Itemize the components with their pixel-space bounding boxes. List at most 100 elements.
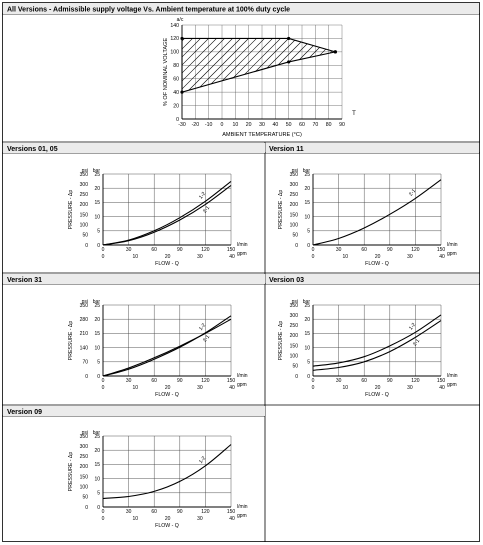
chart-3-x-tick-lmin-0: 0 (102, 378, 105, 384)
chart-0-y-tick-0: 0 (176, 117, 179, 123)
chart-5-x-tick-gpm-4: 40 (229, 516, 235, 522)
chart-0-x-tick-12: 90 (339, 122, 345, 128)
chart-5-x-tick-gpm-0: 0 (102, 516, 105, 522)
chart-0-hatch-line (424, 25, 481, 119)
chart-version-03: 1-22-10510152025050100150200250300350bar… (278, 299, 458, 398)
chart-0-x-tick-3: 0 (221, 122, 224, 128)
chart-4-x-unit-lmin: l/min (447, 373, 458, 379)
chart-2-x-tick-lmin-4: 120 (411, 247, 420, 253)
chart-0-hatch-line (231, 38, 327, 93)
chart-0-hatch-line (182, 38, 207, 93)
chart-0-hatch-line (360, 25, 454, 119)
chart-2-y-unit-bar: bar (303, 168, 311, 174)
chart-5-y-tick-psi-3: 150 (80, 474, 89, 480)
chart-5-y-tick-bar-3: 15 (94, 462, 100, 468)
chart-1-y-tick-psi-0: 0 (85, 243, 88, 249)
chart-3-y-tick-psi-4: 280 (80, 317, 89, 323)
chart-0-x-tick-0: -30 (178, 122, 186, 128)
chart-5-series-0-label: 1-2 (198, 455, 207, 465)
chart-3-x-label: FLOW - Q (155, 392, 179, 398)
chart-2-x-tick-gpm-3: 30 (407, 254, 413, 260)
chart-2-y-tick-bar-4: 20 (304, 186, 310, 192)
chart-4-y-tick-bar-5: 25 (304, 303, 310, 309)
chart-0-hatch-line (400, 25, 481, 119)
chart-voltage-vs-temperature: -30 -20 -10 0 10 20 30 40 50 60 70 80 90 0 20 40 60 80 100… (163, 17, 481, 138)
chart-2-series-0-curve (312, 179, 442, 246)
chart-4-x-tick-lmin-2: 60 (361, 378, 367, 384)
chart-0-y-label: % OF NOMINAL VOLTAGE (163, 38, 169, 107)
chart-4-y-tick-bar-2: 10 (304, 345, 310, 351)
chart-4-y-tick-bar-4: 20 (304, 317, 310, 323)
chart-0-series-0-point-1 (287, 36, 291, 41)
chart-1-series-0-label: 1-2 (198, 191, 207, 201)
chart-3-y-tick-bar-4: 20 (94, 317, 100, 323)
chart-3-x-tick-gpm-4: 40 (229, 385, 235, 391)
chart-0-hatch-line (182, 38, 223, 93)
chart-0-hatch-line (384, 25, 478, 119)
chart-3-y-unit-bar: bar (93, 299, 101, 305)
chart-1-series-1-curve (102, 184, 232, 246)
chart-1-x-tick-lmin-3: 90 (177, 247, 183, 253)
chart-1-y-tick-bar-4: 20 (94, 186, 100, 192)
chart-4-series-0-label: 1-2 (408, 322, 417, 332)
chart-0-hatch-line (182, 38, 239, 93)
chart-1-x-label: FLOW - Q (155, 261, 179, 267)
chart-4-y-tick-bar-0: 0 (307, 374, 310, 380)
chart-0-hatch-line (416, 25, 481, 119)
chart-3-x-tick-gpm-1: 10 (133, 385, 139, 391)
chart-5-y-tick-psi-0: 0 (85, 505, 88, 511)
chart-5-x-label: FLOW - Q (155, 523, 179, 529)
chart-5-series-0-curve (102, 444, 232, 500)
chart-1-y-tick-psi-6: 300 (80, 182, 89, 188)
chart-4-y-tick-psi-4: 200 (290, 333, 299, 339)
panel-header-version-03: Version 03 (269, 277, 304, 284)
chart-3-series-1-label: 2-1 (202, 334, 211, 344)
chart-4-y-tick-bar-3: 15 (304, 331, 310, 337)
chart-1-y-tick-bar-3: 15 (94, 200, 100, 206)
chart-5-x-tick-lmin-1: 30 (126, 509, 132, 515)
chart-4-x-tick-gpm-4: 40 (439, 385, 445, 391)
chart-0-hatch-line (182, 38, 263, 93)
chart-0-hatch-line (223, 38, 319, 93)
chart-0-hatch-line (182, 38, 255, 93)
chart-4-y-tick-psi-1: 50 (292, 364, 298, 370)
chart-1-x-unit-gpm: gpm (237, 251, 247, 257)
chart-4-y-tick-psi-3: 150 (290, 343, 299, 349)
chart-5-y-label: PRESSURE - Δp (68, 452, 74, 492)
chart-2-x-unit-lmin: l/min (447, 242, 458, 248)
chart-0-hatch (182, 25, 481, 119)
chart-3-y-tick-psi-2: 140 (80, 345, 89, 351)
chart-0-hatch-line (191, 38, 287, 93)
chart-5-y-unit-bar: bar (93, 430, 101, 436)
chart-3-x-tick-lmin-3: 90 (177, 378, 183, 384)
chart-0-hatch-line (295, 38, 336, 93)
chart-3-y-tick-psi-5: 350 (80, 303, 89, 309)
chart-1-y-tick-bar-2: 10 (94, 214, 100, 220)
chart-2-y-tick-psi-4: 200 (290, 202, 299, 208)
chart-3-series-0-curve (102, 315, 232, 377)
chart-2-y-tick-psi-5: 250 (290, 192, 299, 198)
chart-4-y-tick-psi-5: 250 (290, 323, 299, 329)
chart-0-x-tick-9: 60 (299, 122, 305, 128)
chart-4-x-tick-lmin-5: 150 (437, 378, 446, 384)
panel-header-version-11: Version 11 (269, 146, 304, 153)
chart-2-y-tick-psi-2: 100 (290, 223, 299, 229)
chart-5-y-tick-bar-5: 25 (94, 434, 100, 440)
chart-3-y-tick-bar-3: 15 (94, 331, 100, 337)
chart-0-hatch-line (408, 25, 481, 119)
chart-0-hatch-line (215, 38, 311, 93)
chart-0-series-1-point-2 (333, 50, 337, 54)
chart-4-y-tick-psi-6: 300 (290, 313, 299, 319)
chart-5-y-tick-psi-6: 300 (80, 444, 89, 450)
chart-1-x-tick-lmin-0: 0 (102, 247, 105, 253)
chart-1-x-tick-gpm-3: 30 (197, 254, 203, 260)
chart-5-y-unit-psi: psi (82, 430, 88, 436)
chart-3-y-label: PRESSURE - Δp (68, 321, 74, 361)
chart-3-x-tick-lmin-1: 30 (126, 378, 132, 384)
chart-2-y-tick-psi-0: 0 (295, 243, 298, 249)
chart-0-x-tick-5: 20 (246, 122, 252, 128)
chart-0-y-tick-3: 60 (173, 77, 179, 83)
chart-0-x-tick-2: -10 (205, 122, 213, 128)
chart-0-series-1-point-1 (287, 60, 291, 64)
